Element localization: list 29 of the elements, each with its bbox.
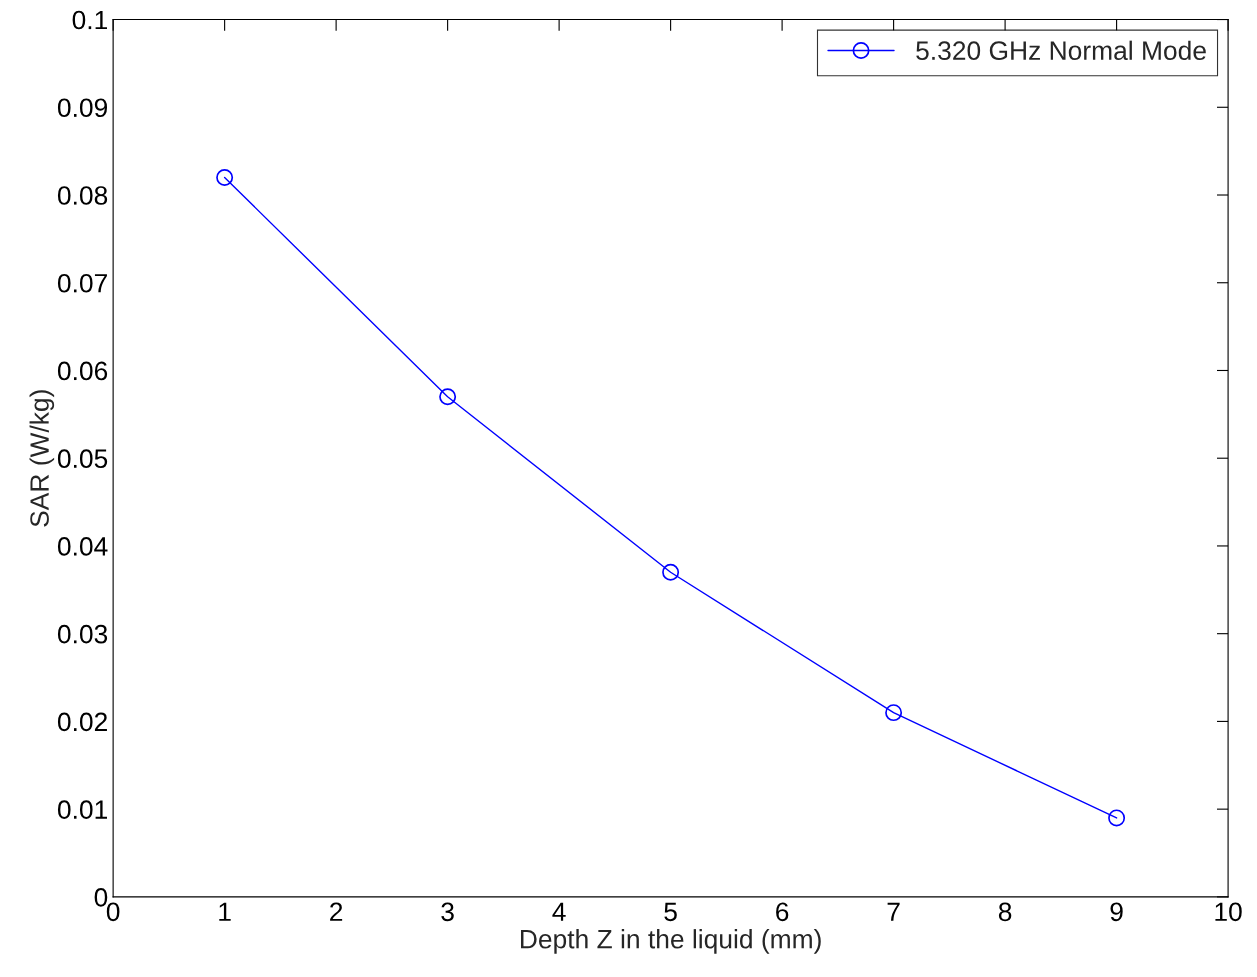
point [885,704,903,722]
x-tick-label: 5 [664,902,677,922]
y-tick-label: 0.01 [57,800,107,819]
y-tick-label: 0 [94,888,108,907]
point [662,563,680,581]
x-tick-label: 9 [1110,902,1123,922]
y-tick-label: 0.02 [57,712,107,732]
legend-label: 5.320 GHz Normal Mode [916,40,1206,61]
x-tick-label: 4 [552,902,566,921]
x-tick-label: 2 [330,902,343,921]
x-axis-title: Depth Z in the liquid (mm) [521,929,821,954]
point [1108,809,1126,827]
y-tick-label: 0.09 [57,98,108,118]
y-axis-title: SAR (W/kg) [29,390,55,527]
point [216,168,234,186]
x-tick-label: 3 [441,902,454,922]
y-tick-label: 0.06 [57,361,108,381]
x-tick-label: 7 [887,902,900,921]
y-tick-label: 0.05 [57,449,108,469]
y-tick-label: 0.03 [57,624,108,644]
x-tick-label: 1 [219,902,231,921]
y-tick-label: 0.07 [57,273,107,293]
x-tick-label: 10 [1215,902,1242,922]
x-tick-label: 6 [776,902,789,922]
point [439,388,457,406]
y-tick-label: 0.1 [72,10,107,30]
y-tick-label: 0.08 [57,186,108,205]
x-tick-label: 8 [998,902,1012,922]
y-tick-label: 0.04 [57,537,108,556]
